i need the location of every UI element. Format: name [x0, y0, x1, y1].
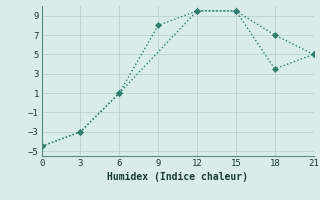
X-axis label: Humidex (Indice chaleur): Humidex (Indice chaleur) [107, 172, 248, 182]
